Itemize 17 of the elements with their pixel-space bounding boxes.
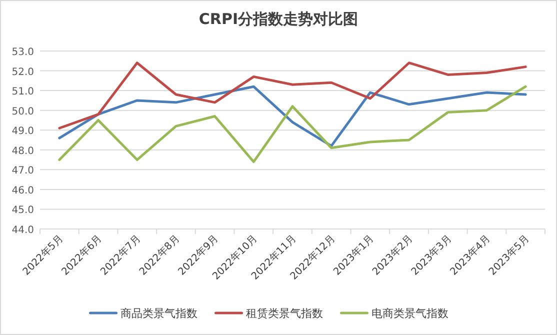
y-tick-label: 48.0 <box>12 146 34 157</box>
line-series <box>58 85 527 148</box>
y-tick-label: 51.0 <box>12 86 34 98</box>
y-tick-label: 49.0 <box>12 126 34 138</box>
legend-label: 商品类景气指数 <box>120 307 198 320</box>
legend-label: 电商类景气指数 <box>371 307 448 320</box>
chart-title: CRPI分指数走势对比图 <box>198 10 358 28</box>
y-tick-label: 45.0 <box>12 205 34 216</box>
y-tick-label: 53.0 <box>12 47 34 58</box>
line-series <box>58 85 527 164</box>
y-tick-label: 47.0 <box>12 166 34 177</box>
y-tick-label: 44.0 <box>12 225 34 236</box>
legend-label: 租赁类景气指数 <box>246 307 323 320</box>
y-tick-label: 50.0 <box>12 106 34 118</box>
line-series <box>58 62 527 130</box>
y-tick-label: 52.0 <box>12 66 34 78</box>
y-tick-label: 46.0 <box>12 185 34 196</box>
